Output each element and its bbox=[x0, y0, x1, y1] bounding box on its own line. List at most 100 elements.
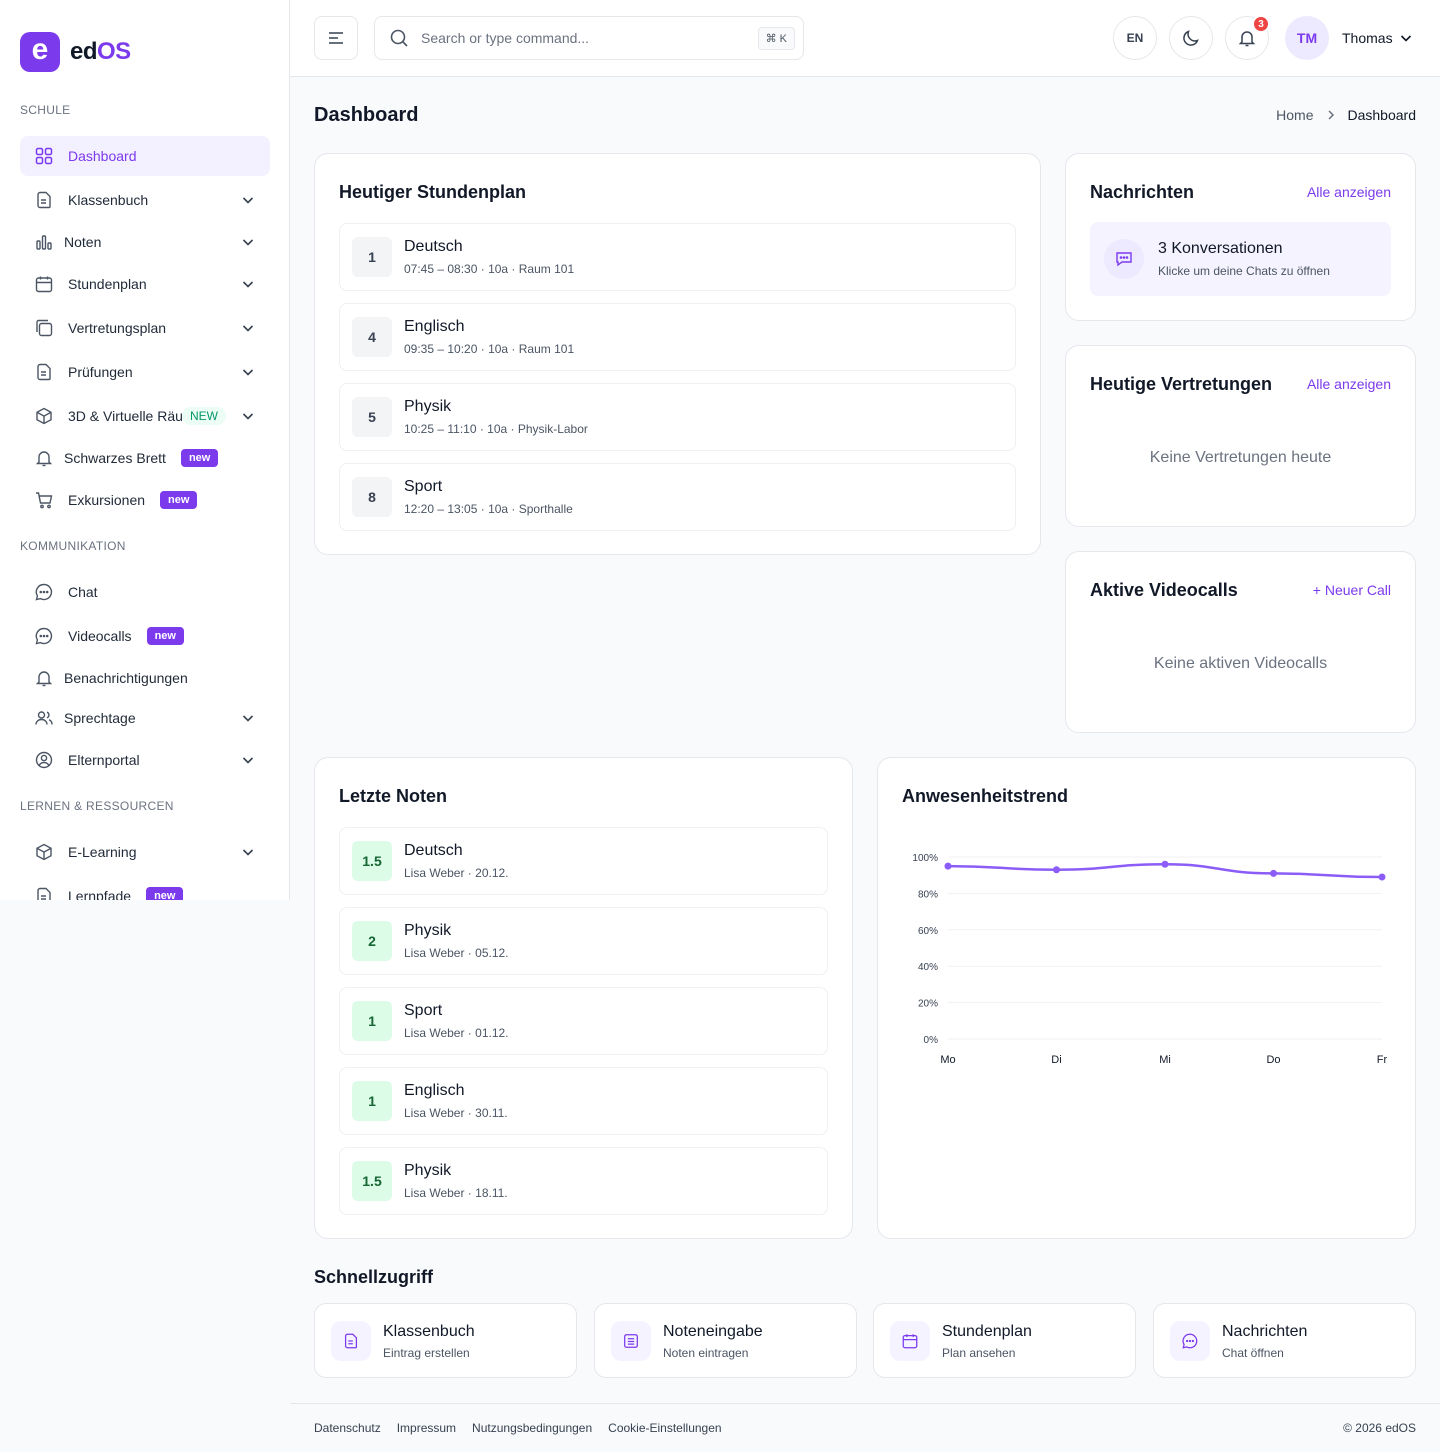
new-badge: new bbox=[146, 886, 184, 900]
page-title: Dashboard bbox=[314, 104, 419, 126]
lesson-row[interactable]: 1 Deutsch 07:45 – 08:30 · 10a · Raum 101 bbox=[339, 223, 1016, 291]
grade-value: 1 bbox=[352, 1081, 392, 1121]
grades-card: Letzte Noten 1.5 Deutsch Lisa Weber · 20… bbox=[314, 757, 853, 1239]
logo[interactable]: e edOS bbox=[20, 32, 131, 72]
breadcrumb-home-link[interactable]: Home bbox=[1276, 107, 1314, 123]
grade-row[interactable]: 1 Sport Lisa Weber · 01.12. bbox=[339, 987, 828, 1055]
lesson-row[interactable]: 4 Englisch 09:35 – 10:20 · 10a · Raum 10… bbox=[339, 303, 1016, 371]
grade-value: 1.5 bbox=[352, 1161, 392, 1201]
sidebar-item-exkursionen[interactable]: Exkursionen new bbox=[20, 480, 270, 520]
list-icon bbox=[611, 1321, 651, 1361]
videocalls-title: Aktive Videocalls bbox=[1090, 580, 1238, 600]
sidebar-item-stundenplan[interactable]: Stundenplan bbox=[20, 264, 270, 304]
sidebar-item-vertretungsplan[interactable]: Vertretungsplan bbox=[20, 308, 270, 348]
cube-icon bbox=[34, 406, 54, 426]
quick-access-klassenbuch[interactable]: Klassenbuch Eintrag erstellen bbox=[314, 1303, 577, 1378]
grade-subject: Sport bbox=[404, 1002, 443, 1019]
data-point bbox=[1161, 860, 1169, 868]
grade-details: Lisa Weber · 01.12. bbox=[404, 1026, 509, 1040]
quick-access-nachrichten[interactable]: Nachrichten Chat öffnen bbox=[1153, 1303, 1416, 1378]
chevron-down-icon[interactable] bbox=[240, 408, 256, 424]
sidebar-item-chat[interactable]: Chat bbox=[20, 572, 270, 612]
chevron-down-icon[interactable] bbox=[240, 234, 256, 250]
sidebar-item-label: Vertretungsplan bbox=[68, 320, 167, 336]
copy-icon bbox=[34, 318, 54, 338]
lesson-details: 07:45 – 08:30 · 10a · Raum 101 bbox=[404, 262, 575, 276]
sidebar-item-lernpfade[interactable]: Lernpfade new bbox=[20, 876, 270, 900]
quick-access-stundenplan[interactable]: Stundenplan Plan ansehen bbox=[873, 1303, 1136, 1378]
chevron-down-icon[interactable] bbox=[240, 364, 256, 380]
document-icon bbox=[34, 362, 54, 382]
footer-link-cookie-einstellungen[interactable]: Cookie-Einstellungen bbox=[608, 1421, 722, 1435]
lesson-row[interactable]: 5 Physik 10:25 – 11:10 · 10a · Physik-La… bbox=[339, 383, 1016, 451]
x-tick-label: Mi bbox=[1159, 1054, 1171, 1066]
chevron-down-icon[interactable] bbox=[240, 276, 256, 292]
chevron-down-icon[interactable] bbox=[240, 710, 256, 726]
lesson-subject: Physik bbox=[404, 398, 452, 415]
substitutions-show-all-link[interactable]: Alle anzeigen bbox=[1306, 376, 1391, 392]
search-input[interactable] bbox=[421, 30, 741, 46]
sidebar-item-label: E-Learning bbox=[68, 844, 137, 860]
document-icon bbox=[34, 886, 54, 900]
sidebar-item-elternportal[interactable]: Elternportal bbox=[20, 740, 270, 780]
sidebar-item-3d-virtuelle-raeume[interactable]: 3D & Virtuelle Räume NEW bbox=[20, 396, 270, 436]
y-tick-label: 20% bbox=[918, 999, 938, 1010]
chevron-down-icon[interactable] bbox=[240, 844, 256, 860]
search-icon bbox=[390, 29, 408, 47]
notifications-button[interactable]: 3 bbox=[1225, 15, 1270, 60]
chevron-down-icon[interactable] bbox=[1398, 30, 1414, 46]
new-call-link[interactable]: + Neuer Call bbox=[1312, 582, 1391, 598]
footer-link-datenschutz[interactable]: Datenschutz bbox=[314, 1421, 381, 1435]
bell-icon bbox=[34, 668, 54, 688]
language-button[interactable]: EN bbox=[1113, 16, 1157, 60]
chevron-down-icon[interactable] bbox=[240, 192, 256, 208]
quick-access-name: Noteneingabe bbox=[663, 1323, 763, 1340]
theme-toggle-button[interactable] bbox=[1169, 16, 1213, 60]
data-point bbox=[1378, 873, 1386, 881]
grades-title: Letzte Noten bbox=[339, 786, 447, 806]
quick-access-title: Schnellzugriff bbox=[314, 1267, 434, 1287]
conversations-hint: Klicke um deine Chats zu öffnen bbox=[1158, 264, 1330, 278]
footer-link-nutzungsbedingungen[interactable]: Nutzungsbedingungen bbox=[472, 1421, 593, 1435]
sidebar-item-e-learning[interactable]: E-Learning bbox=[20, 832, 270, 872]
sidebar-item-benachrichtigungen[interactable]: Benachrichtigungen bbox=[20, 658, 270, 698]
sidebar-item-videocalls[interactable]: Videocalls new bbox=[20, 616, 270, 656]
lesson-details: 12:20 – 13:05 · 10a · Sporthalle bbox=[404, 502, 573, 516]
sidebar-item-label: Sprechtage bbox=[64, 710, 136, 726]
quick-access-noteneingabe[interactable]: Noteneingabe Noten eintragen bbox=[594, 1303, 857, 1378]
sidebar-item-dashboard[interactable]: Dashboard bbox=[20, 136, 270, 176]
conversations-box[interactable]: 3 Konversationen Klicke um deine Chats z… bbox=[1090, 222, 1391, 296]
document-icon bbox=[34, 190, 54, 210]
sidebar-item-schwarzes-brett[interactable]: Schwarzes Brett new bbox=[20, 438, 270, 478]
sidebar-item-sprechtage[interactable]: Sprechtage bbox=[20, 698, 270, 738]
sidebar-item-klassenbuch[interactable]: Klassenbuch bbox=[20, 180, 270, 220]
chevron-down-icon[interactable] bbox=[240, 752, 256, 768]
search-box[interactable]: ⌘ K bbox=[374, 16, 804, 60]
sidebar-item-label: Noten bbox=[64, 234, 102, 250]
data-point bbox=[1270, 869, 1277, 877]
notification-count-badge: 3 bbox=[1252, 15, 1270, 33]
avatar[interactable]: TM bbox=[1285, 16, 1329, 60]
footer-link-impressum[interactable]: Impressum bbox=[396, 1421, 457, 1435]
chevron-down-icon[interactable] bbox=[240, 320, 256, 336]
breadcrumb: Home Dashboard bbox=[1276, 107, 1416, 123]
search-shortcut: ⌘ K bbox=[757, 27, 795, 50]
lesson-row[interactable]: 8 Sport 12:20 – 13:05 · 10a · Sporthalle bbox=[339, 463, 1016, 531]
user-name[interactable]: Thomas bbox=[1342, 30, 1393, 46]
y-tick-label: 100% bbox=[912, 853, 938, 864]
lesson-period: 4 bbox=[352, 317, 392, 357]
chat-icon bbox=[1170, 1321, 1210, 1361]
grade-details: Lisa Weber · 18.11. bbox=[404, 1186, 508, 1200]
lesson-details: 09:35 – 10:20 · 10a · Raum 101 bbox=[404, 342, 575, 356]
grade-row[interactable]: 2 Physik Lisa Weber · 05.12. bbox=[339, 907, 828, 975]
menu-toggle-button[interactable] bbox=[314, 16, 358, 60]
grade-row[interactable]: 1.5 Physik Lisa Weber · 18.11. bbox=[339, 1147, 828, 1215]
messages-show-all-link[interactable]: Alle anzeigen bbox=[1306, 184, 1391, 200]
grade-row[interactable]: 1 Englisch Lisa Weber · 30.11. bbox=[339, 1067, 828, 1135]
sidebar-item-label: Prüfungen bbox=[68, 364, 133, 380]
grade-row[interactable]: 1.5 Deutsch Lisa Weber · 20.12. bbox=[339, 827, 828, 895]
sidebar-item-noten[interactable]: Noten bbox=[20, 222, 270, 262]
sidebar-item-pruefungen[interactable]: Prüfungen bbox=[20, 352, 270, 392]
grade-subject: Deutsch bbox=[404, 842, 463, 859]
footer-copyright: © 2026 edOS bbox=[1343, 1421, 1416, 1435]
